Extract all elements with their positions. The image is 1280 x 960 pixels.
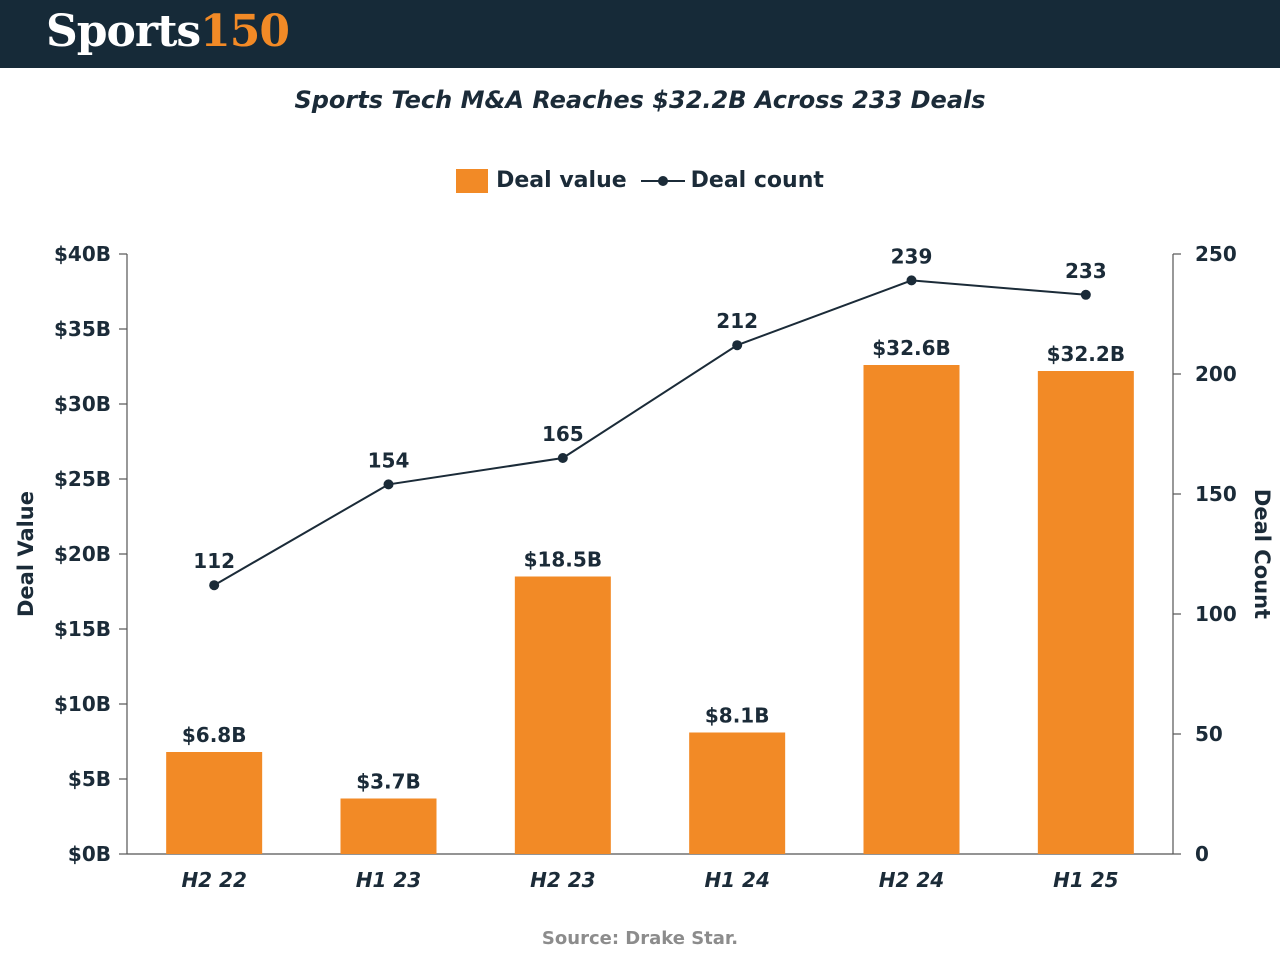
header-bar: Sports150: [0, 0, 1280, 68]
legend-item-deal-value: Deal value: [456, 168, 627, 193]
left-tick-label: $25B: [54, 467, 111, 491]
right-tick-label: 200: [1195, 362, 1237, 386]
bar-value-label: $6.8B: [182, 723, 247, 747]
left-tick-label: $15B: [54, 617, 111, 641]
line-point-deal-count: [732, 340, 743, 351]
x-tick-label: H1 23: [356, 868, 421, 892]
x-tick-label: H1 25: [1053, 868, 1118, 892]
y-axis-title: Deal Value: [14, 491, 38, 617]
brand-text-sports: Sports: [46, 6, 201, 57]
bar-value-label: $18.5B: [524, 548, 603, 572]
source-note: Source: Drake Star.: [541, 928, 739, 949]
line-point-deal-count: [906, 275, 917, 286]
left-tick-label: $30B: [54, 392, 111, 416]
x-tick-label: H2 22: [181, 868, 246, 892]
bar-deal-value: [863, 365, 960, 854]
x-tick-label: H2 24: [879, 868, 944, 892]
left-tick-label: $20B: [54, 542, 111, 566]
bar-deal-value: [514, 576, 611, 854]
line-point-deal-count: [209, 580, 220, 591]
bar-value-label: $32.6B: [872, 336, 951, 360]
line-point-label: 239: [891, 244, 933, 268]
line-point-label: 233: [1065, 259, 1107, 283]
brand-text-150: 150: [200, 6, 290, 57]
bar-value-label: $8.1B: [705, 704, 770, 728]
left-tick-label: $35B: [54, 317, 111, 341]
line-deal-count: [213, 279, 1086, 587]
legend-line-swatch: [640, 175, 685, 186]
bar-deal-value: [689, 732, 786, 854]
bar-deal-value: [166, 752, 263, 854]
line-point-label: 212: [716, 309, 758, 333]
left-tick-label: $40B: [54, 242, 111, 266]
line-point-deal-count: [1080, 289, 1091, 300]
legend-label-deal-count: Deal count: [690, 168, 824, 193]
left-tick-label: $0B: [68, 842, 111, 866]
legend-label-deal-value: Deal value: [496, 168, 627, 193]
chart-title: Sports Tech M&A Reaches $32.2B Across 23…: [294, 86, 986, 114]
left-tick-label: $10B: [54, 692, 111, 716]
x-tick-label: H1 24: [704, 868, 769, 892]
line-point-label: 154: [368, 448, 410, 472]
chart-legend: Deal value Deal count: [0, 168, 1280, 193]
x-tick-label: H2 23: [530, 868, 595, 892]
right-tick-label: 150: [1195, 482, 1237, 506]
legend-item-deal-count: Deal count: [627, 168, 824, 193]
right-tick-label: 250: [1195, 242, 1237, 266]
y2-axis-title: Deal Count: [1250, 489, 1274, 619]
bar-deal-value: [1037, 371, 1134, 854]
bar-deal-value: [340, 798, 437, 854]
line-point-label: 112: [193, 549, 235, 573]
left-tick-label: $5B: [68, 767, 111, 791]
line-point-deal-count: [383, 479, 394, 490]
right-tick-label: 100: [1195, 602, 1237, 626]
legend-bar-swatch: [456, 168, 489, 193]
right-tick-label: 50: [1195, 722, 1223, 746]
bar-value-label: $32.2B: [1047, 342, 1126, 366]
brand-logo[interactable]: Sports150: [46, 4, 290, 60]
bar-value-label: $3.7B: [356, 770, 421, 794]
line-point-label: 165: [542, 422, 584, 446]
line-point-deal-count: [557, 453, 568, 463]
right-tick-label: 0: [1195, 842, 1209, 866]
